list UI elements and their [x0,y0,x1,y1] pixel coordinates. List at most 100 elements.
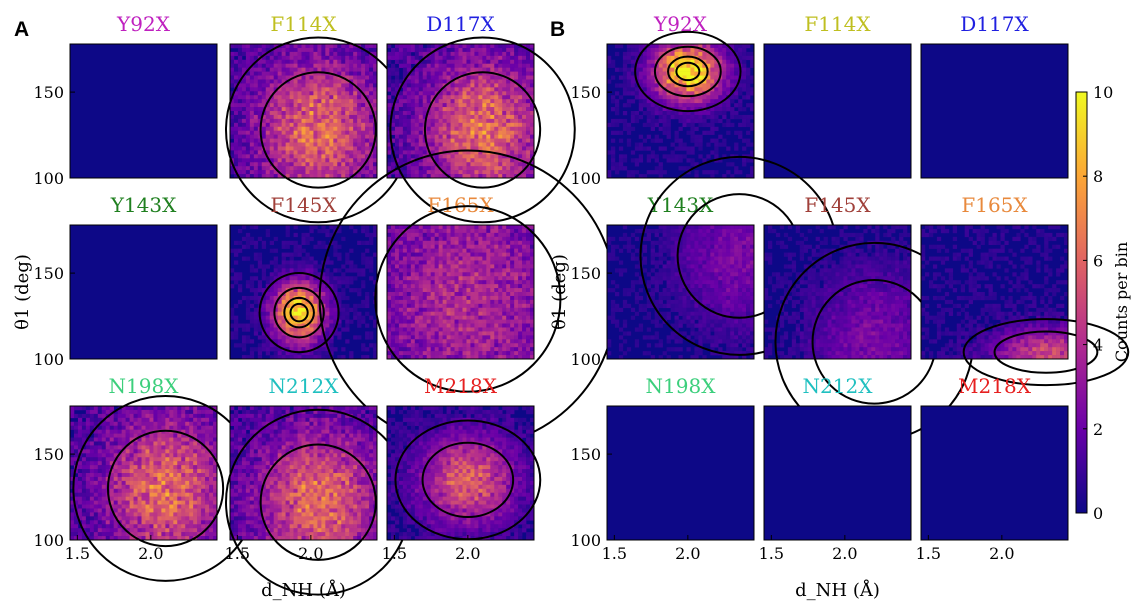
heatmap-cell [253,307,259,312]
heatmap-cell [438,292,443,297]
heatmap-cell [305,51,310,57]
heatmap-cell [97,488,103,493]
heatmap-cell [81,445,87,450]
heatmap-cell [281,63,286,68]
heatmap-cell [414,299,420,305]
heatmap-cell [369,236,374,242]
heatmap-cell [293,71,298,76]
heatmap-cell [341,327,346,332]
heatmap-cell [458,114,463,120]
heatmap-cell [430,83,435,88]
heatmap-cell [450,67,455,72]
heatmap-cell [430,331,435,336]
heatmap-cell [281,55,286,61]
heatmap-cell [349,288,354,293]
heatmap-cell [458,103,463,108]
heatmap-cell [394,347,400,352]
heatmap-cell [450,319,455,324]
heatmap-cell [309,260,314,265]
heatmap-cell [361,158,366,163]
heatmap-cell [261,95,267,100]
heatmap-cell [85,520,91,525]
heatmap-cell [426,63,431,68]
heatmap-cell [277,339,282,344]
heatmap-cell [486,111,491,116]
heatmap-cell [446,146,451,151]
heatmap-cell [462,170,467,175]
heatmap-cell [261,126,267,131]
heatmap-cell [498,315,503,320]
heatmap-cell [438,232,443,238]
heatmap-cell [418,75,424,80]
heatmap-cell [498,319,503,324]
heatmap-cell [506,331,511,336]
heatmap-cell [85,480,91,486]
heatmap-cell [446,268,451,273]
heatmap-cell [313,303,318,309]
heatmap-cell [289,276,294,281]
heatmap-cell [458,91,463,96]
heatmap-cell [474,107,479,112]
heatmap-cell [305,268,310,273]
heatmap-cell [289,355,294,360]
heatmap-cell [442,240,447,245]
heatmap-cell [478,315,483,320]
heatmap-cell [301,99,306,104]
heatmap-cell [498,331,503,336]
heatmap-cell [406,170,412,175]
heatmap-cell [245,63,251,68]
heatmap-cell [390,87,396,92]
heatmap-cell [369,118,374,124]
heatmap-cell [277,162,282,167]
heatmap-cell [502,134,507,139]
heatmap-cell [418,51,424,57]
heatmap-cell [510,166,515,171]
heatmap-cell [261,162,267,167]
heatmap-cell [418,79,424,84]
heatmap-cell [430,268,435,273]
heatmap-cell [329,280,334,285]
heatmap-cell [387,268,392,273]
heatmap-cell [454,122,459,128]
heatmap-cell [430,75,435,80]
heatmap-cell [261,114,267,120]
heatmap-cell [422,244,428,249]
heatmap-cell [530,170,535,175]
heatmap-cell [502,146,507,151]
heatmap-cell [301,272,306,277]
heatmap-cell [97,469,103,474]
heatmap-cell [325,323,330,328]
heatmap-cell [390,335,396,340]
heatmap-cell [269,174,274,179]
heatmap-cell [285,335,290,340]
heatmap-cell [81,496,87,501]
heatmap-cell [97,453,103,458]
heatmap-cell [418,174,424,179]
heatmap-cell [490,79,495,84]
heatmap-cell [289,83,294,88]
heatmap-cell [482,280,487,285]
heatmap-cell [373,103,378,108]
heatmap-cell [273,47,278,53]
heatmap-cell [418,118,424,124]
heatmap-cell [526,351,531,356]
heatmap-cell [245,126,251,131]
subplot-frame [386,43,535,179]
heatmap-cell [297,303,302,309]
heatmap-cell [357,174,362,179]
heatmap-cell [454,130,459,135]
heatmap-cell [277,292,282,297]
heatmap-cell [277,323,282,328]
heatmap-cell [502,280,507,285]
heatmap-cell [361,154,366,159]
heatmap-cell [301,280,306,285]
heatmap-cell [349,55,354,61]
heatmap-cell [502,264,507,269]
heatmap-cell [502,71,507,76]
heatmap-cell [510,130,515,135]
heatmap-cell [406,268,412,273]
heatmap-cell [426,355,431,360]
heatmap-cell [97,409,103,415]
heatmap-cell [454,71,459,76]
heatmap-cell [233,327,239,332]
